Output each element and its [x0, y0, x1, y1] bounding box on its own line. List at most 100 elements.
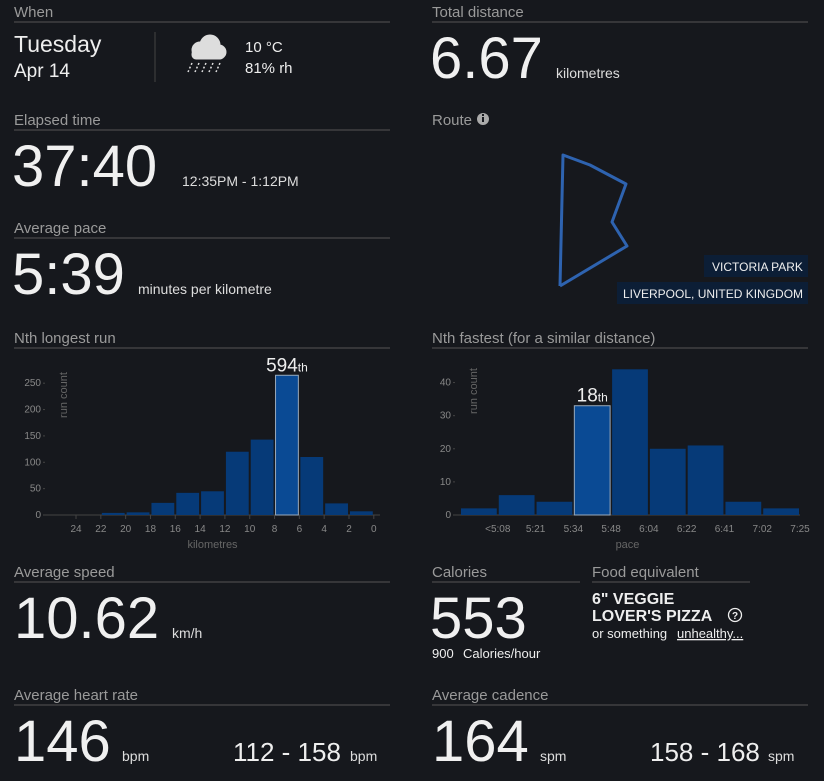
range-unit: spm: [768, 748, 794, 764]
route-path: [558, 153, 629, 288]
y-tick-label: 0: [445, 510, 451, 521]
label: Food equivalent: [592, 564, 700, 581]
bar: [126, 512, 150, 515]
unit: minutes per kilometre: [138, 281, 272, 297]
bar: [763, 508, 799, 515]
x-tick-label: 6:04: [639, 524, 659, 535]
rate-unit: Calories/hour: [463, 646, 541, 661]
unit: kilometres: [556, 65, 620, 81]
bar: [101, 512, 125, 515]
y-tick-label: 10: [440, 477, 452, 488]
unit: km/h: [172, 625, 202, 641]
bar: [687, 445, 724, 515]
label: Route: [432, 112, 472, 129]
y-tick-label: 200: [24, 405, 41, 416]
weather-icon: [187, 34, 227, 73]
bar: [325, 503, 348, 515]
x-tick-label: 18: [145, 524, 157, 535]
label: Average pace: [14, 220, 106, 237]
rank-suffix: th: [598, 391, 608, 405]
city-box: [617, 282, 808, 304]
rank-annotation: 594th: [266, 355, 308, 376]
temperature: 10 °C: [245, 39, 283, 56]
label: Average speed: [14, 564, 115, 581]
bar: [300, 457, 324, 515]
x-tick-label: 5:21: [526, 524, 546, 535]
range: 112 - 158: [233, 737, 341, 767]
rate: 900: [432, 646, 454, 661]
value: 553: [430, 586, 527, 651]
y-tick-label: 20: [440, 444, 452, 455]
date: Apr 14: [14, 61, 70, 82]
bar: [225, 451, 249, 515]
x-tick-label: 24: [70, 524, 82, 535]
city: LIVERPOOL, UNITED KINGDOM: [623, 287, 803, 301]
range: 158 - 168: [650, 737, 760, 767]
y-tick-label: 30: [440, 411, 452, 422]
y-tick-label: 50: [30, 484, 42, 495]
bar: [349, 511, 373, 515]
x-tick-label: 0: [371, 524, 377, 535]
value: 5:39: [12, 242, 125, 307]
x-tick-label: 2: [346, 524, 352, 535]
bar: [649, 448, 686, 515]
bar: [612, 369, 648, 515]
x-axis-label: pace: [616, 539, 640, 551]
bar: [725, 501, 762, 515]
bar: [201, 491, 224, 515]
x-tick-label: 6: [297, 524, 303, 535]
value: 164: [432, 709, 529, 774]
bar: [536, 501, 573, 515]
label: Calories: [432, 564, 487, 581]
svg-text:?: ?: [732, 611, 738, 622]
x-tick-label: 7:25: [790, 524, 810, 535]
bar: [250, 439, 274, 515]
rank-number: 18: [577, 386, 598, 407]
x-tick-label: 16: [170, 524, 182, 535]
x-axis-label: kilometres: [187, 539, 238, 551]
food-note: or something: [592, 626, 667, 641]
label: Nth longest run: [14, 330, 116, 347]
help-icon[interactable]: ?: [727, 607, 743, 623]
bar: [151, 502, 175, 515]
day: Tuesday: [14, 31, 102, 57]
value: 146: [14, 709, 111, 774]
bar: [176, 492, 200, 515]
x-tick-label: 10: [244, 524, 256, 535]
food-line: LOVER'S PIZZA: [592, 608, 713, 625]
unit: bpm: [122, 748, 149, 764]
info-icon[interactable]: [477, 113, 489, 125]
label: Elapsed time: [14, 112, 101, 129]
value: 10.62: [14, 586, 159, 651]
rank-number: 594: [266, 355, 298, 376]
label: Nth fastest (for a similar distance): [432, 330, 655, 347]
rank-annotation: 18th: [577, 386, 608, 407]
x-tick-label: 8: [272, 524, 278, 535]
y-tick-label: 40: [440, 378, 452, 389]
park: VICTORIA PARK: [712, 260, 803, 274]
label: Total distance: [432, 4, 524, 21]
time-range: 12:35PM - 1:12PM: [182, 173, 299, 189]
food-link[interactable]: unhealthy...: [677, 626, 743, 641]
x-tick-label: 7:02: [752, 524, 772, 535]
x-tick-label: 5:48: [601, 524, 621, 535]
x-tick-label: 14: [195, 524, 207, 535]
bar: [275, 374, 299, 516]
range-unit: bpm: [350, 748, 377, 764]
humidity: 81% rh: [245, 60, 293, 77]
y-tick-label: 250: [24, 378, 41, 389]
y-tick-label: 0: [35, 510, 41, 521]
x-tick-label: <5:08: [485, 524, 511, 535]
y-tick-label: 100: [24, 457, 41, 468]
bar: [573, 405, 611, 516]
unit: spm: [540, 748, 566, 764]
value: 6.67: [430, 26, 543, 91]
x-tick-label: 22: [95, 524, 107, 535]
value: 37:40: [12, 134, 157, 199]
label: Average heart rate: [14, 687, 138, 704]
label: Average cadence: [432, 687, 548, 704]
y-tick-label: 150: [24, 431, 41, 442]
park-box: [704, 255, 808, 277]
